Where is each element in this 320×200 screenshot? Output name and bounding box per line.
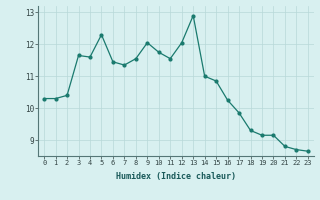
X-axis label: Humidex (Indice chaleur): Humidex (Indice chaleur) (116, 172, 236, 181)
